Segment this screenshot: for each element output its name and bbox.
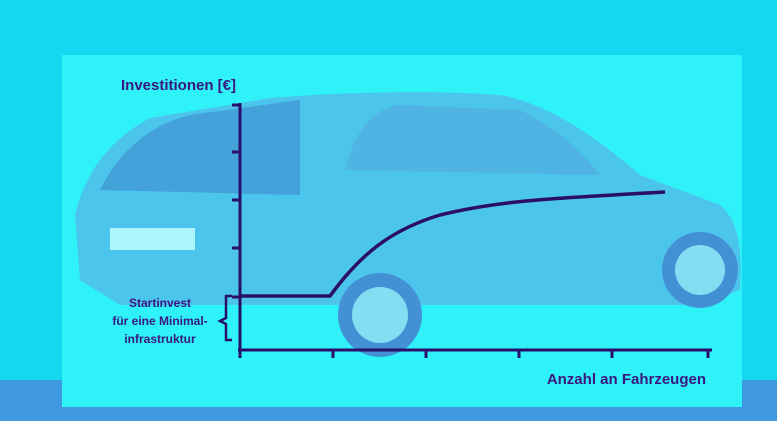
page: Investitionen [€] Anzahl an Fahrzeugen S… xyxy=(0,0,777,421)
y-axis-label: Investitionen [€] xyxy=(121,77,236,94)
x-axis-label: Anzahl an Fahrzeugen xyxy=(547,371,706,388)
license-plate xyxy=(110,228,195,250)
annotation-line: infrastruktur xyxy=(124,332,196,346)
annotation-line: für eine Minimal- xyxy=(112,314,207,328)
annotation-line: Startinvest xyxy=(129,296,191,310)
slide: Investitionen [€] Anzahl an Fahrzeugen S… xyxy=(0,0,777,421)
rim-rear xyxy=(352,287,408,343)
rim-front xyxy=(675,245,725,295)
